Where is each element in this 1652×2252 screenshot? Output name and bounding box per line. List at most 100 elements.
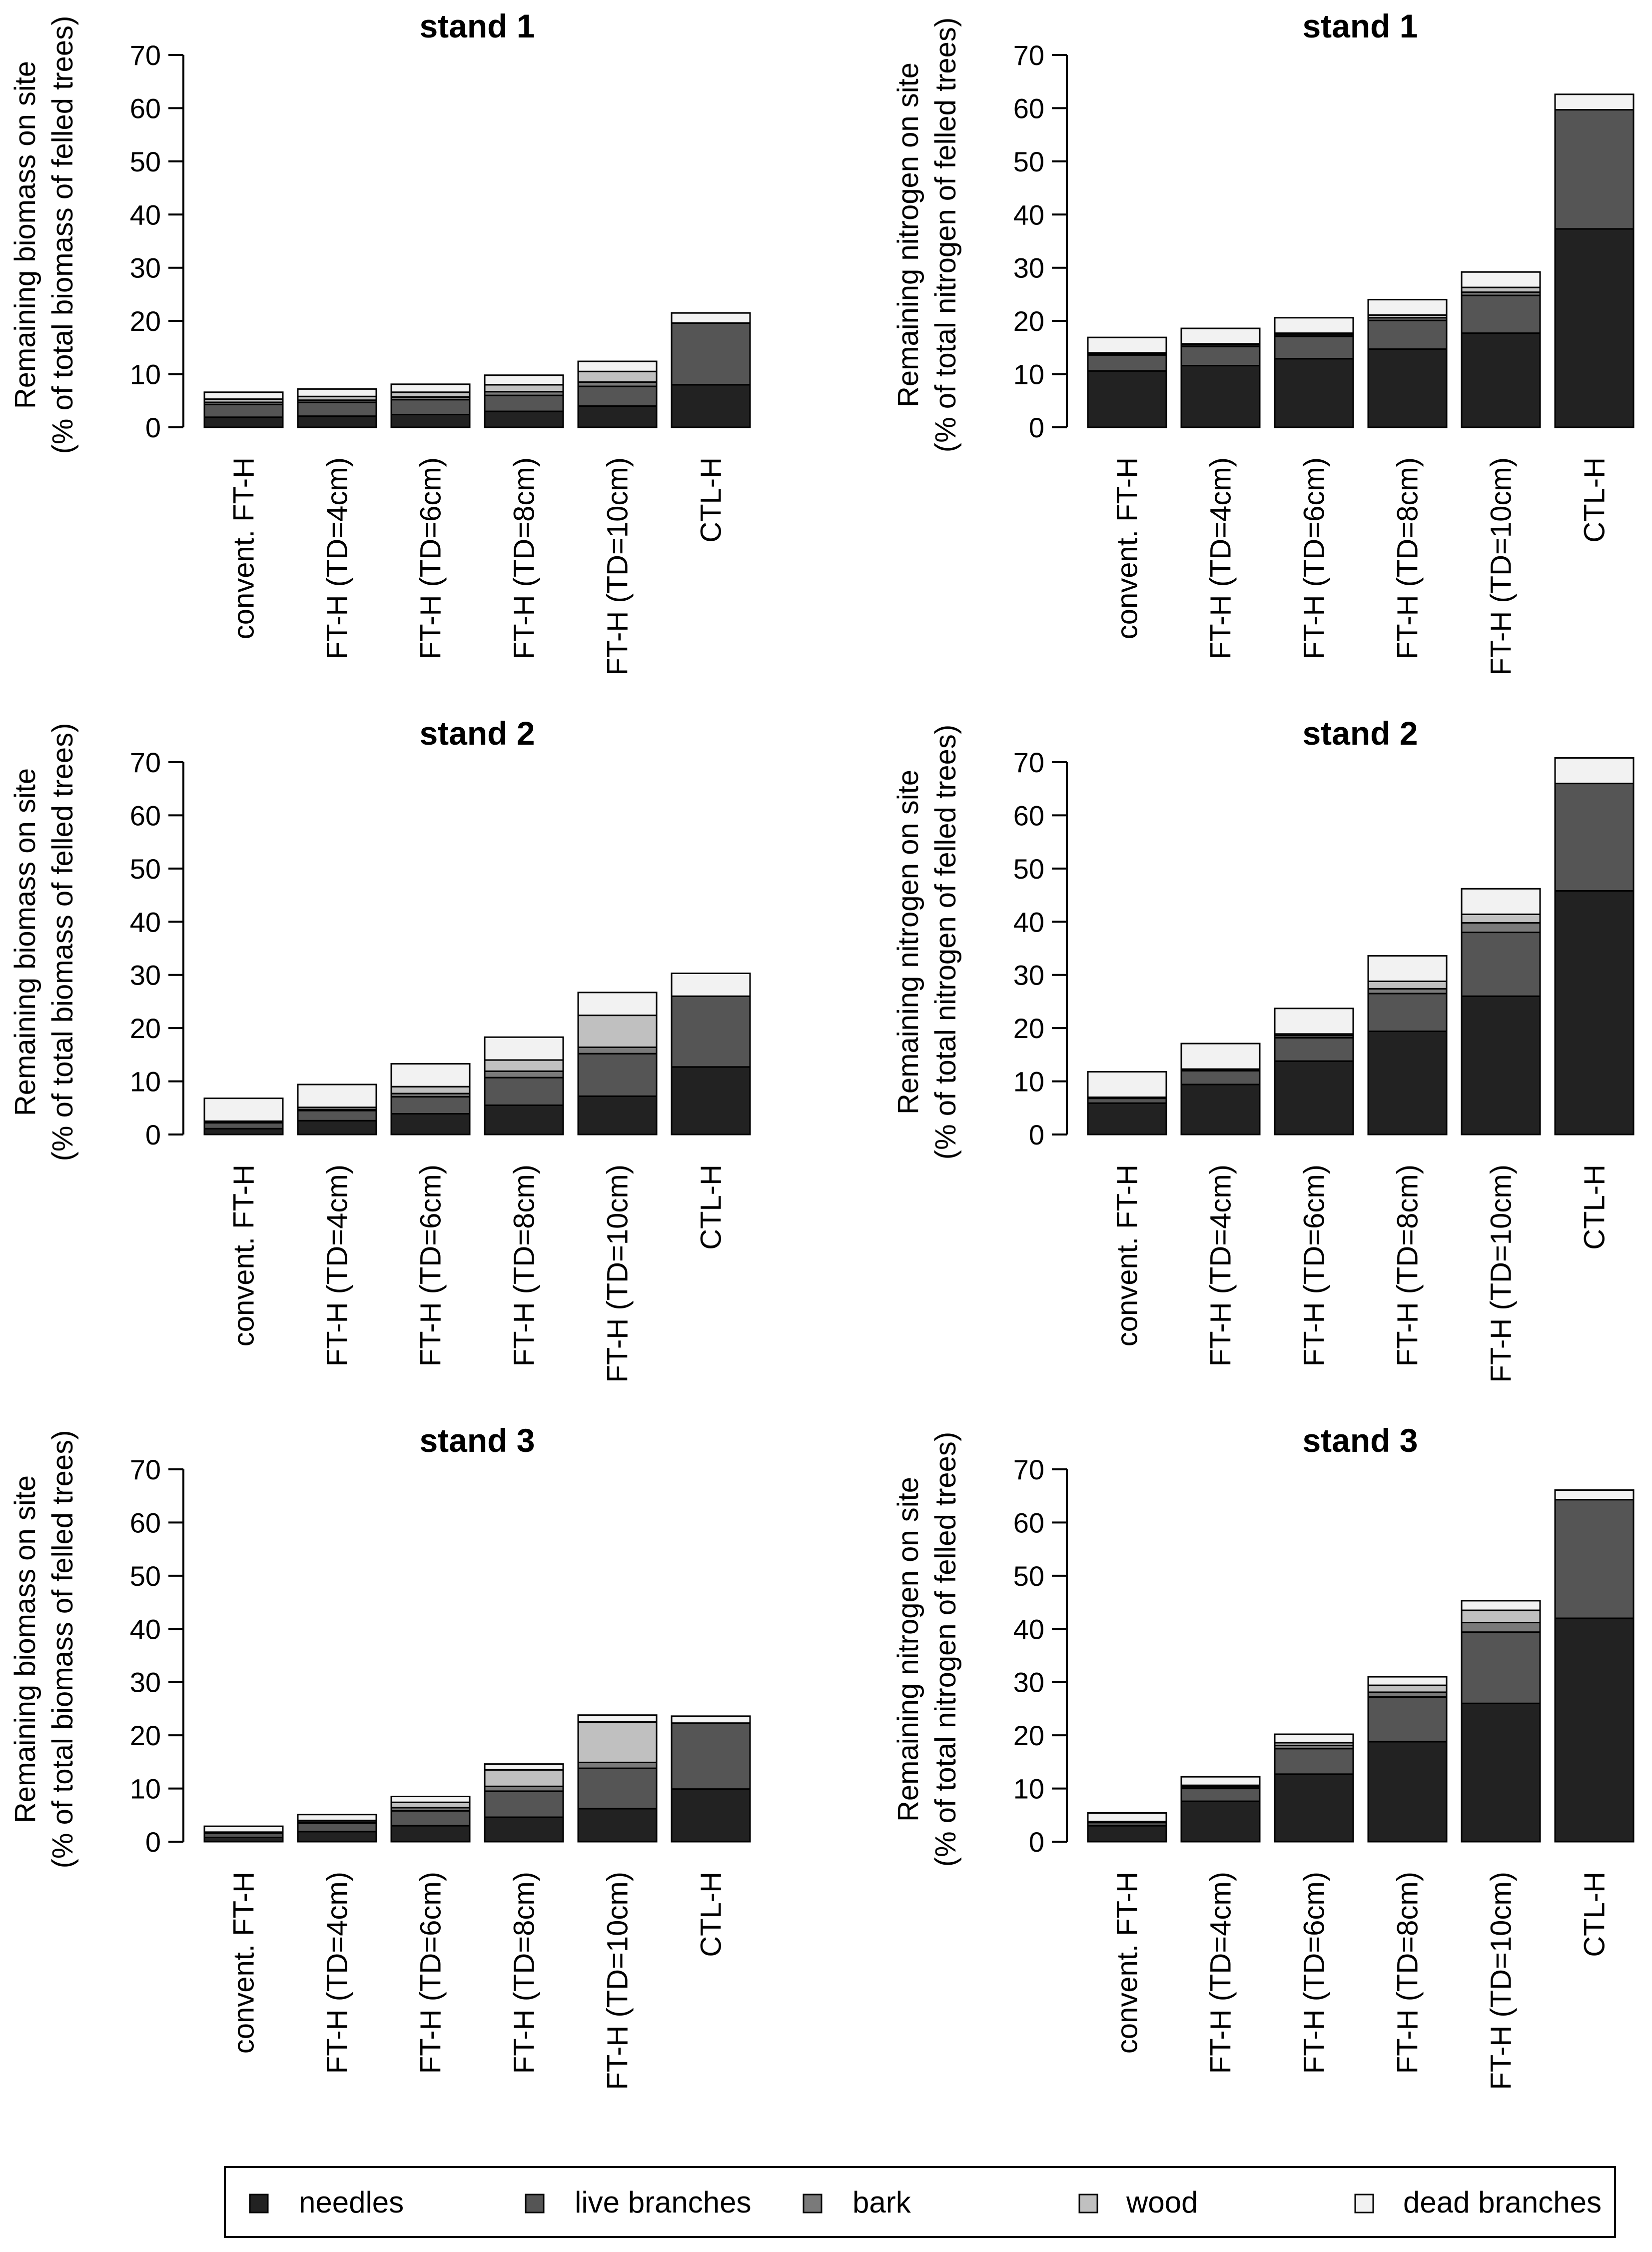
x-category-label: convent. FT-H bbox=[1111, 1164, 1144, 1346]
y-tick-label: 60 bbox=[130, 1507, 161, 1538]
x-category-label: FT-H (TD=4cm) bbox=[321, 1872, 354, 2074]
x-category-label: CTL-H bbox=[1579, 1164, 1611, 1250]
bar-segment-live-branches bbox=[390, 1096, 471, 1115]
bar-ctl-h bbox=[671, 1715, 751, 1843]
panel-title: stand 2 bbox=[1302, 715, 1418, 752]
bar-segment-live-branches bbox=[203, 403, 284, 418]
y-tick-label: 40 bbox=[130, 1613, 161, 1645]
y-tick-label: 0 bbox=[1029, 1826, 1044, 1858]
bar-segment-live-branches bbox=[1367, 319, 1448, 350]
y-tick-label: 60 bbox=[130, 92, 161, 124]
bar-segment-live-branches bbox=[1180, 345, 1261, 367]
bar-convent-ft-h bbox=[203, 1825, 284, 1843]
y-tick-label: 0 bbox=[145, 412, 161, 443]
y-tick-label: 50 bbox=[130, 1560, 161, 1592]
bar-segment-dead-branches bbox=[297, 1814, 377, 1821]
bar-segment-dead-branches bbox=[297, 388, 377, 397]
y-tick-label: 50 bbox=[130, 853, 161, 885]
bar-segment-needles bbox=[1087, 1825, 1167, 1843]
x-category-label: convent. FT-H bbox=[228, 457, 260, 639]
bar-convent-ft-h bbox=[203, 1098, 284, 1135]
bar-segment-live-branches bbox=[1087, 354, 1167, 372]
bar-ctl-h bbox=[1554, 93, 1635, 428]
y-axis-label-line1: Remaining biomass on site bbox=[9, 61, 41, 409]
y-tick-label: 70 bbox=[130, 39, 161, 71]
bar-ft-h-td-8cm bbox=[484, 1036, 564, 1135]
bar-segment-dead-branches bbox=[1274, 1008, 1354, 1035]
y-tick-label: 10 bbox=[130, 359, 161, 390]
bar-segment-needles bbox=[484, 1104, 564, 1135]
bar-segment-needles bbox=[390, 1113, 471, 1135]
x-category-label: FT-H (TD=10cm) bbox=[602, 1872, 634, 2090]
panel-title: stand 2 bbox=[419, 715, 535, 752]
bar-segment-live-branches bbox=[1554, 109, 1635, 230]
bar-segment-dead-branches bbox=[297, 1084, 377, 1109]
bar-segment-needles bbox=[671, 1066, 751, 1135]
bar-segment-dead-branches bbox=[671, 312, 751, 324]
bar-segment-needles bbox=[671, 1788, 751, 1843]
x-category-label: FT-H (TD=4cm) bbox=[1205, 1164, 1237, 1366]
bar-segment-needles bbox=[1087, 370, 1167, 428]
x-category-label: FT-H (TD=6cm) bbox=[415, 1872, 447, 2074]
y-tick-label: 70 bbox=[1013, 747, 1044, 778]
y-tick-label: 50 bbox=[1013, 853, 1044, 885]
bar-segment-needles bbox=[1461, 995, 1541, 1135]
bar-ft-h-td-10cm bbox=[1461, 1600, 1541, 1843]
bar-segment-dead-branches bbox=[1274, 317, 1354, 334]
bar-ft-h-td-8cm bbox=[484, 374, 564, 428]
bar-segment-needles bbox=[1274, 1773, 1354, 1843]
bar-segment-dead-branches bbox=[1087, 1812, 1167, 1823]
bar-segment-needles bbox=[1461, 332, 1541, 428]
x-category-label: FT-H (TD=4cm) bbox=[321, 1164, 354, 1366]
x-category-label: FT-H (TD=4cm) bbox=[1205, 1872, 1237, 2074]
y-tick-label: 10 bbox=[130, 1773, 161, 1805]
x-category-label: FT-H (TD=8cm) bbox=[508, 1164, 541, 1366]
y-tick-label: 40 bbox=[1013, 906, 1044, 938]
legend-swatch-dead-branches bbox=[1354, 2194, 1374, 2214]
panel-title: stand 3 bbox=[419, 1422, 535, 1459]
panel-stand3-nitrogen: stand 3 Remaining nitrogen on site (% of… bbox=[892, 1422, 1635, 2090]
legend-label-needles: needles bbox=[299, 2186, 404, 2219]
bar-segment-wood bbox=[1367, 1684, 1448, 1693]
panel-stand1-biomass: stand 1 Remaining biomass on site (% of … bbox=[9, 7, 751, 676]
bar-segment-live-branches bbox=[390, 1810, 471, 1827]
bar-segment-bark bbox=[577, 1761, 658, 1769]
bar-segment-dead-branches bbox=[390, 1063, 471, 1088]
y-tick-label: 30 bbox=[1013, 252, 1044, 284]
bar-segment-needles bbox=[577, 1808, 658, 1843]
x-category-label: FT-H (TD=10cm) bbox=[602, 1164, 634, 1383]
bar-segment-needles bbox=[577, 405, 658, 428]
bar-segment-live-branches bbox=[203, 1122, 284, 1129]
bar-segment-live-branches bbox=[1367, 993, 1448, 1033]
bar-ft-h-td-10cm bbox=[577, 992, 658, 1135]
legend: needles live branches bark wood dead bra… bbox=[224, 2166, 1616, 2238]
bar-segment-bark bbox=[1461, 1622, 1541, 1633]
bar-segment-dead-branches bbox=[203, 1098, 284, 1122]
y-tick-label: 10 bbox=[1013, 1773, 1044, 1805]
panel-title: stand 1 bbox=[419, 7, 535, 44]
bar-segment-dead-branches bbox=[1180, 1043, 1261, 1070]
bar-segment-dead-branches bbox=[203, 391, 284, 400]
bar-segment-dead-branches bbox=[1461, 1600, 1541, 1611]
bar-segment-needles bbox=[297, 1120, 377, 1135]
bar-segment-live-branches bbox=[1180, 1070, 1261, 1086]
bar-segment-needles bbox=[297, 1831, 377, 1843]
y-tick-label: 40 bbox=[1013, 1613, 1044, 1645]
bar-segment-live-branches bbox=[577, 385, 658, 407]
bar-segment-wood bbox=[577, 370, 658, 383]
bar-segment-wood bbox=[577, 1721, 658, 1763]
bar-segment-needles bbox=[484, 410, 564, 428]
bar-segment-live-branches bbox=[671, 995, 751, 1068]
y-tick-label: 60 bbox=[1013, 800, 1044, 831]
bar-segment-wood bbox=[484, 1059, 564, 1072]
y-axis-label-line2: (% of total nitrogen of felled trees) bbox=[929, 17, 962, 452]
bar-segment-needles bbox=[1554, 890, 1635, 1135]
bar-segment-wood bbox=[390, 1086, 471, 1095]
y-tick-label: 60 bbox=[1013, 92, 1044, 124]
x-category-label: convent. FT-H bbox=[1111, 457, 1144, 639]
bar-segment-wood bbox=[577, 1015, 658, 1048]
bar-ft-h-td-10cm bbox=[577, 360, 658, 428]
bar-segment-needles bbox=[390, 413, 471, 428]
y-tick-label: 60 bbox=[130, 800, 161, 831]
